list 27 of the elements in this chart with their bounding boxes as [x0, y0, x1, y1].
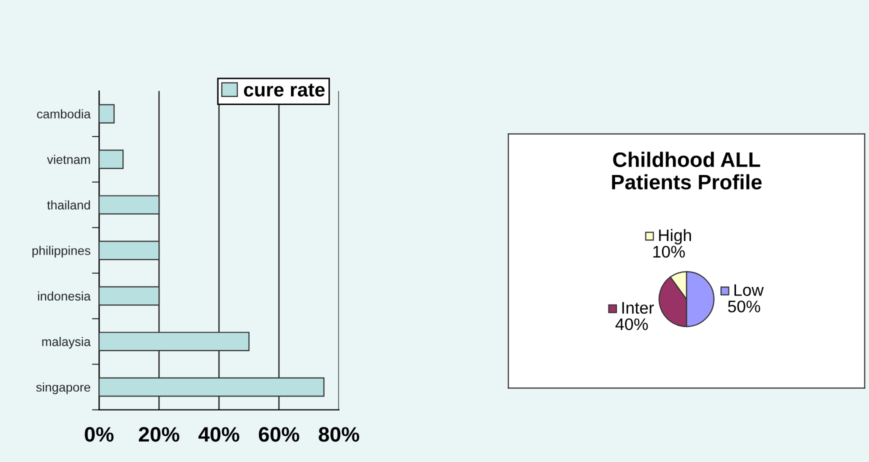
- bar: [99, 104, 115, 124]
- y-tick-label: indonesia: [38, 291, 91, 301]
- legend-label: cure rate: [244, 84, 325, 97]
- bar: [99, 332, 250, 352]
- data-label: 40%: [615, 318, 648, 330]
- legend-label: Inter: [622, 302, 654, 314]
- x-tick-label: 60%: [258, 427, 300, 442]
- data-label: 50%: [728, 300, 760, 312]
- y-tick-label: thailand: [47, 200, 90, 210]
- y-tick-label: philippines: [32, 246, 90, 258]
- bar: [99, 286, 160, 306]
- legend-label: Low: [734, 284, 764, 296]
- bar: [99, 240, 160, 260]
- bar: [99, 150, 124, 169]
- legend-label: High: [659, 228, 691, 244]
- x-tick-label: 0%: [84, 427, 114, 442]
- bar: [99, 195, 160, 215]
- x-tick-label: 80%: [318, 427, 360, 442]
- y-tick-label: singapore: [36, 382, 90, 394]
- y-tick-label: malaysia: [42, 336, 91, 349]
- y-tick-label: vietnam: [47, 154, 90, 164]
- bar: [99, 377, 324, 397]
- chart-title: Childhood ALL Patients Profile: [612, 152, 762, 190]
- y-tick-label: cambodia: [37, 109, 91, 118]
- x-tick-label: 40%: [198, 427, 240, 442]
- data-label: 10%: [653, 246, 685, 258]
- x-tick-label: 20%: [138, 427, 180, 442]
